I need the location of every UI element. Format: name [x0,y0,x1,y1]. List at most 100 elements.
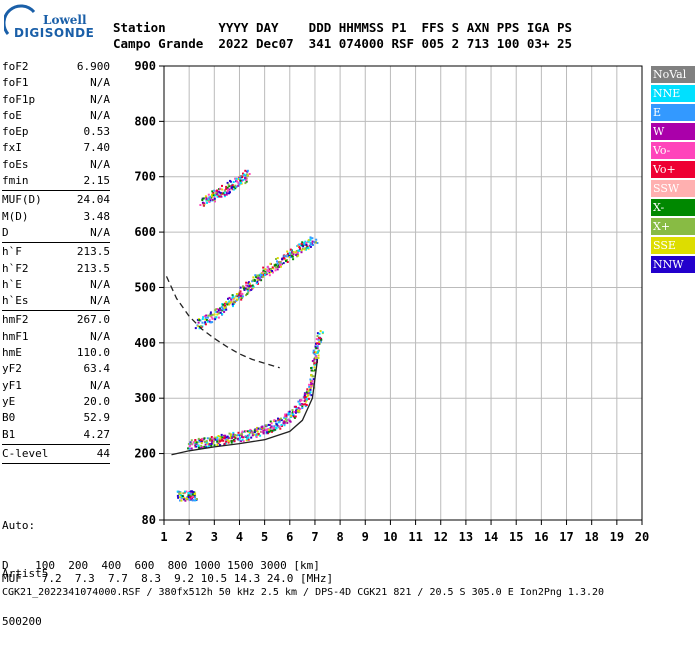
x-tick-label: 3 [211,530,218,544]
echo-point [228,300,231,303]
echo-point [262,266,265,269]
echo-point [225,440,228,443]
echo-point [229,191,231,194]
echo-point [211,442,214,445]
autoscale-line-1: Auto: [2,519,36,532]
echo-point [281,258,284,261]
param-row: foF2 6.900 [2,59,110,75]
echo-point [266,431,269,434]
echo-point [239,295,242,297]
echo-point [237,184,240,187]
echo-point [212,194,215,197]
echo-point [189,441,192,444]
echo-point [228,188,231,191]
echo-point [310,385,313,388]
echo-point [278,261,281,263]
echo-point [285,415,288,418]
echo-point [307,397,310,400]
echo-point [280,419,283,422]
echo-point [205,199,208,202]
legend-item: SSW [651,180,695,197]
x-tick-label: 8 [336,530,343,544]
echo-point [218,195,221,198]
echo-point [287,418,290,421]
param-value: 63.4 [83,362,111,376]
echo-point [201,197,204,200]
x-tick-label: 17 [559,530,573,544]
param-name: D [2,225,9,239]
echo-point [209,313,212,316]
echo-point [232,188,235,191]
echo-point [302,245,305,248]
echo-point [319,337,322,340]
x-tick-label: 15 [509,530,523,544]
echo-point [205,440,208,443]
echo-point [246,292,249,295]
echo-point [297,249,300,252]
echo-point [290,256,292,259]
echo-point [247,285,250,288]
echo-point [214,200,216,203]
echo-point [309,241,312,244]
echo-point [227,437,230,440]
legend-item: W [651,123,695,140]
echo-point [293,416,296,419]
echo-point [289,248,292,251]
echo-point [222,434,225,437]
echo-point [229,301,232,304]
echo-point [182,496,185,499]
echo-point [214,318,217,321]
echo-point [185,490,188,493]
echo-point [195,445,198,448]
echo-point [253,433,256,436]
echo-point [228,432,231,435]
echo-point [255,433,258,436]
echo-point [309,386,312,389]
echo-point [276,262,279,265]
echo-point [313,375,316,378]
echo-point [248,430,251,432]
echo-point [274,419,277,422]
echo-point [197,325,200,328]
echo-point [286,250,289,253]
echo-point [216,310,219,313]
echo-point [260,274,263,277]
param-row: C-level 44 [2,446,110,462]
echo-point [263,428,266,431]
param-value: N/A [90,108,110,122]
param-row: yF1 N/A [2,378,110,394]
logo-arc-icon [4,4,36,35]
echo-point [234,187,237,190]
echo-point [221,184,223,187]
echo-point [231,186,234,188]
echo-point [314,351,317,354]
echo-point [277,417,279,420]
echo-point [225,436,228,439]
x-tick-label: 16 [534,530,548,544]
echo-point [247,287,250,290]
echo-point [191,493,194,496]
echo-point [303,395,306,398]
echo-point [285,420,288,423]
echo-point [304,403,307,406]
echo-point [227,192,230,195]
x-tick-label: 7 [311,530,318,544]
echo-point [301,247,304,250]
echo-point [251,279,254,282]
echo-point [266,429,269,432]
y-tick-label: 400 [134,336,156,350]
echo-point [209,439,212,442]
echo-point [215,191,218,194]
echo-point [198,327,201,330]
echo-point [311,384,313,387]
echo-point [286,255,289,258]
echo-point [291,251,293,254]
echo-point [190,492,193,495]
echo-point [241,435,243,438]
echo-point [312,369,315,372]
echo-point [223,442,226,445]
echo-point [267,423,270,426]
echo-point [262,432,265,435]
echo-point [179,496,181,499]
echo-point [233,436,236,439]
